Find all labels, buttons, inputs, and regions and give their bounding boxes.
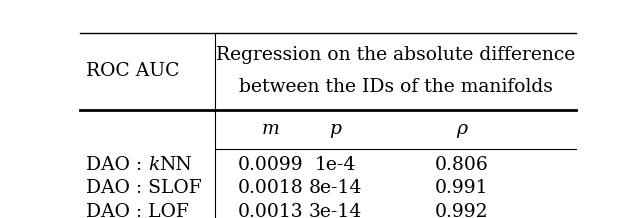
Text: 0.991: 0.991: [435, 179, 489, 197]
Text: DAO : LOF: DAO : LOF: [86, 203, 189, 218]
Text: 0.0099: 0.0099: [238, 156, 304, 174]
Text: 1e-4: 1e-4: [315, 156, 356, 174]
Text: between the IDs of the manifolds: between the IDs of the manifolds: [239, 78, 552, 95]
Text: 8e-14: 8e-14: [308, 179, 362, 197]
Text: NN: NN: [159, 156, 192, 174]
Text: ROC AUC: ROC AUC: [86, 63, 179, 80]
Text: p: p: [330, 120, 342, 138]
Text: DAO :: DAO :: [86, 156, 148, 174]
Text: 0.0018: 0.0018: [238, 179, 304, 197]
Text: Regression on the absolute difference: Regression on the absolute difference: [216, 46, 575, 64]
Text: k: k: [148, 156, 159, 174]
Text: ρ: ρ: [456, 120, 467, 138]
Text: DAO : SLOF: DAO : SLOF: [86, 179, 202, 197]
Text: 0.0013: 0.0013: [238, 203, 304, 218]
Text: m: m: [262, 120, 280, 138]
Text: 0.992: 0.992: [435, 203, 489, 218]
Text: 3e-14: 3e-14: [309, 203, 362, 218]
Text: 0.806: 0.806: [435, 156, 489, 174]
